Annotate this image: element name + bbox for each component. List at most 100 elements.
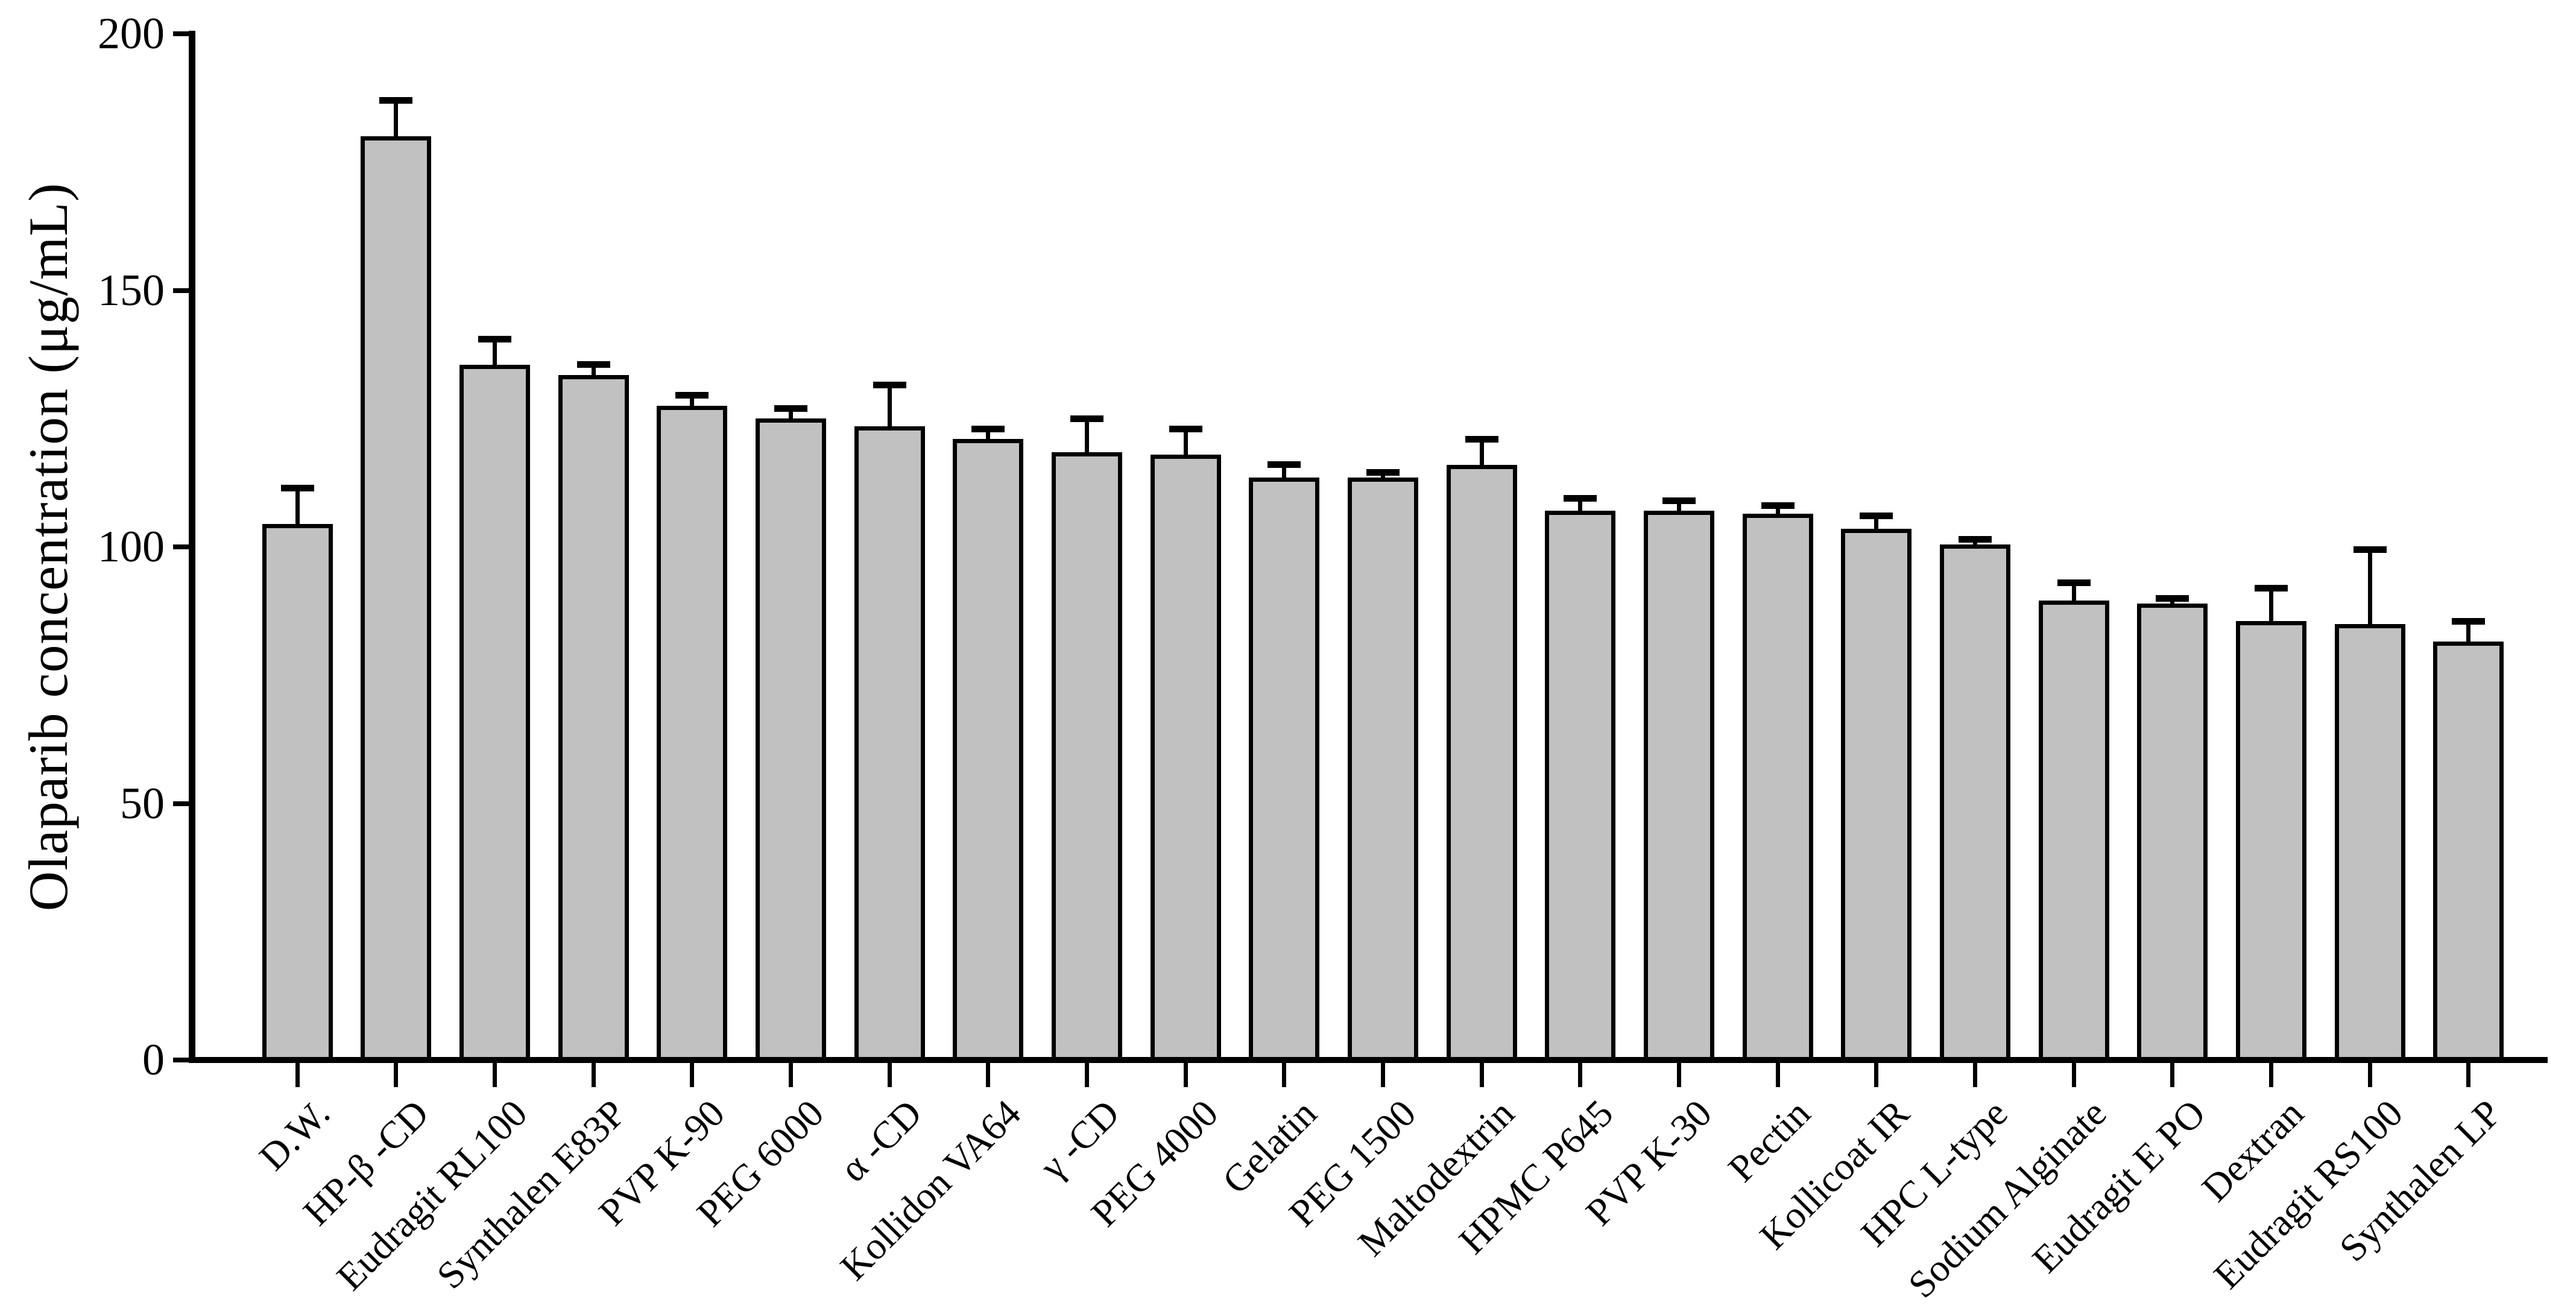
error-bar [887, 385, 892, 431]
y-tick [173, 31, 189, 36]
y-tick [173, 544, 189, 549]
error-bar-cap [2156, 595, 2189, 602]
bar [262, 523, 333, 1063]
error-bar [1183, 429, 1188, 459]
bar [854, 426, 925, 1063]
x-tick [1973, 1063, 1978, 1087]
x-tick [2071, 1063, 2076, 1087]
error-bar [394, 100, 399, 142]
y-tick-label: 100 [98, 522, 165, 572]
error-bar-cap [1761, 502, 1795, 509]
error-bar-cap [675, 392, 709, 399]
x-tick-label: Kollidon VA64 [832, 1091, 1029, 1289]
error-bar-cap [1465, 435, 1498, 443]
error-bar-cap [1564, 494, 1597, 502]
x-tick [2466, 1063, 2471, 1087]
bar [1841, 529, 1912, 1063]
error-bar [2466, 621, 2471, 647]
error-bar [1282, 464, 1287, 483]
x-tick [1479, 1063, 1484, 1087]
x-tick [1874, 1063, 1879, 1087]
x-tick [1183, 1063, 1188, 1087]
x-tick [2367, 1063, 2372, 1087]
bar [2236, 621, 2307, 1063]
error-bar [1084, 418, 1089, 457]
bar [459, 364, 530, 1063]
x-tick [1578, 1063, 1583, 1087]
x-tick [492, 1063, 497, 1087]
y-tick-label: 0 [142, 1035, 165, 1085]
error-bar-cap [1070, 415, 1103, 422]
x-tick [986, 1063, 991, 1087]
error-bar [295, 488, 300, 529]
y-tick-label: 200 [98, 9, 165, 58]
x-tick [690, 1063, 695, 1087]
error-bar-cap [1169, 425, 1202, 432]
error-bar [1578, 498, 1583, 516]
error-bar [1775, 505, 1780, 519]
bar [1446, 464, 1517, 1063]
bar [558, 374, 629, 1063]
x-tick [887, 1063, 892, 1087]
y-tick-label: 50 [120, 778, 165, 828]
error-bar-cap [2057, 579, 2091, 587]
bar [953, 439, 1024, 1063]
bar [2334, 623, 2405, 1063]
x-tick [2170, 1063, 2175, 1087]
x-tick [2269, 1063, 2274, 1087]
error-bar [2170, 598, 2175, 608]
y-axis-line [189, 31, 195, 1063]
x-tick [788, 1063, 793, 1087]
bar [657, 405, 728, 1063]
x-tick [1775, 1063, 1780, 1087]
error-bar [690, 395, 695, 411]
error-bar-cap [2353, 546, 2387, 553]
y-tick [173, 801, 189, 806]
bar [1742, 513, 1813, 1063]
bar [1545, 511, 1616, 1063]
error-bar-cap [1959, 535, 1992, 543]
y-tick [173, 1058, 189, 1062]
bar [1644, 511, 1715, 1063]
error-bar-cap [478, 335, 511, 342]
bar [2137, 603, 2208, 1063]
x-tick [1677, 1063, 1682, 1087]
bar [1940, 544, 2011, 1063]
bar [1051, 452, 1122, 1063]
bar [1347, 478, 1418, 1063]
error-bar [591, 364, 596, 380]
error-bar [1677, 500, 1682, 516]
x-tick [295, 1063, 300, 1087]
bar [2038, 601, 2109, 1063]
x-tick-label: Eudragit E PO [2024, 1091, 2214, 1281]
x-tick [591, 1063, 596, 1087]
bar [2433, 642, 2504, 1063]
bar [1150, 454, 1221, 1063]
error-bar-cap [2452, 617, 2486, 625]
error-bar-cap [576, 361, 610, 368]
error-bar-cap [1366, 469, 1400, 476]
x-tick-label: D.W. [251, 1091, 338, 1179]
plot-area: D.W. HP-β -CD Eudragit RL100 Synthalen E83P… [98, 9, 2548, 1306]
x-tick [1084, 1063, 1089, 1087]
error-bar-cap [873, 382, 906, 389]
x-tick [1282, 1063, 1287, 1087]
bar [361, 136, 432, 1063]
x-tick [394, 1063, 399, 1087]
error-bar [1973, 539, 1978, 549]
error-bar-cap [774, 405, 807, 412]
x-axis-line [189, 1057, 2548, 1063]
y-tick-label: 150 [98, 265, 165, 315]
error-bar [986, 429, 991, 444]
bar [755, 418, 826, 1063]
error-bar-cap [280, 484, 314, 491]
error-bar [2071, 582, 2076, 606]
bar-chart: Olaparib concentration (μg/mL) D.W. HP-β … [17, 9, 2548, 1306]
bar [1249, 478, 1320, 1063]
error-bar [788, 408, 793, 424]
x-tick [1380, 1063, 1385, 1087]
error-bar [492, 339, 497, 370]
error-bar [2269, 588, 2274, 626]
error-bar-cap [379, 97, 413, 104]
y-tick [173, 288, 189, 293]
